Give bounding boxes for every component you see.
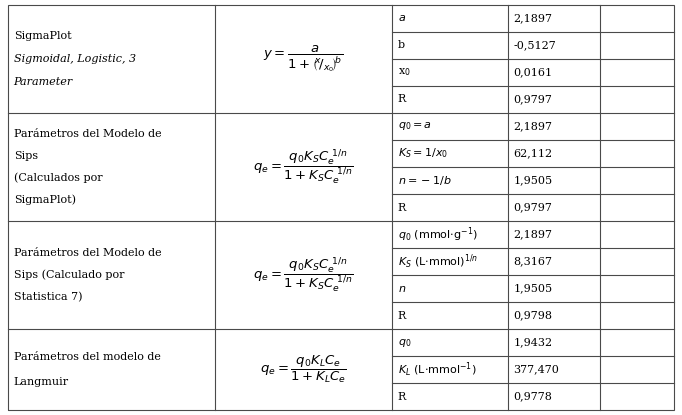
Text: Sips: Sips (14, 151, 38, 161)
Text: R: R (398, 203, 406, 212)
Text: 0,9797: 0,9797 (514, 95, 552, 105)
Text: Sigmoidal, Logistic, 3: Sigmoidal, Logistic, 3 (14, 54, 136, 64)
Text: b: b (398, 41, 404, 51)
Text: $K_S = 1/x_0$: $K_S = 1/x_0$ (398, 146, 447, 160)
Text: $q_e = \dfrac{q_0 K_L C_e}{1 + K_L C_e}$: $q_e = \dfrac{q_0 K_L C_e}{1 + K_L C_e}$ (260, 354, 347, 385)
Text: Parámetros del Modelo de: Parámetros del Modelo de (14, 129, 161, 139)
Text: $q_0$: $q_0$ (398, 337, 411, 349)
Text: $y = \dfrac{a}{1 + \left(\!{}^{x}\!/_{x_0}\!\right)^{\!b}}$: $y = \dfrac{a}{1 + \left(\!{}^{x}\!/_{x_… (263, 44, 344, 74)
Text: $K_S\ (\mathrm{L{\cdot}mmol})^{1/n}$: $K_S\ (\mathrm{L{\cdot}mmol})^{1/n}$ (398, 252, 478, 271)
Text: R: R (398, 391, 406, 402)
Text: x$_0$: x$_0$ (398, 66, 411, 78)
Text: Sips (Calculado por: Sips (Calculado por (14, 270, 124, 280)
Text: 8,3167: 8,3167 (514, 256, 552, 266)
Text: $K_L\ (\mathrm{L{\cdot}mmol^{-1}})$: $K_L\ (\mathrm{L{\cdot}mmol^{-1}})$ (398, 360, 476, 378)
Text: Langmuir: Langmuir (14, 377, 69, 387)
Text: Statistica 7): Statistica 7) (14, 292, 82, 302)
Text: Parámetros del Modelo de: Parámetros del Modelo de (14, 248, 161, 258)
Text: 1,9432: 1,9432 (514, 337, 552, 347)
Text: 0,9798: 0,9798 (514, 310, 552, 320)
Text: R: R (398, 310, 406, 320)
Text: 1,9505: 1,9505 (514, 176, 552, 186)
Text: 62,112: 62,112 (514, 149, 552, 159)
Text: 1,9505: 1,9505 (514, 283, 552, 293)
Text: SigmaPlot: SigmaPlot (14, 31, 71, 41)
Text: 2,1897: 2,1897 (514, 13, 552, 24)
Text: 2,1897: 2,1897 (514, 229, 552, 239)
Text: $q_0 = a$: $q_0 = a$ (398, 120, 432, 132)
Text: 2,1897: 2,1897 (514, 122, 552, 132)
Text: $q_0\ (\mathrm{mmol{\cdot}g^{-1}})$: $q_0\ (\mathrm{mmol{\cdot}g^{-1}})$ (398, 225, 477, 244)
Text: SigmaPlot): SigmaPlot) (14, 195, 76, 205)
Text: $q_e = \dfrac{q_0 K_S C_e^{\ 1/n}}{1 + K_S C_e^{\ 1/n}}$: $q_e = \dfrac{q_0 K_S C_e^{\ 1/n}}{1 + K… (253, 148, 354, 186)
Text: -0,5127: -0,5127 (514, 41, 557, 51)
Text: 0,0161: 0,0161 (514, 68, 552, 78)
Text: 377,470: 377,470 (514, 364, 559, 374)
Text: Parameter: Parameter (14, 77, 73, 87)
Text: R: R (398, 95, 406, 105)
Text: $a$: $a$ (398, 13, 406, 24)
Text: $n$: $n$ (398, 283, 406, 293)
Text: Parámetros del modelo de: Parámetros del modelo de (14, 352, 160, 362)
Text: (Calculados por: (Calculados por (14, 173, 102, 183)
Text: $n = - 1/b$: $n = - 1/b$ (398, 174, 451, 187)
Text: $q_e = \dfrac{q_0 K_S C_e^{\ 1/n}}{1 + K_S C_e^{\ 1/n}}$: $q_e = \dfrac{q_0 K_S C_e^{\ 1/n}}{1 + K… (253, 256, 354, 295)
Text: 0,9778: 0,9778 (514, 391, 552, 402)
Text: 0,9797: 0,9797 (514, 203, 552, 212)
